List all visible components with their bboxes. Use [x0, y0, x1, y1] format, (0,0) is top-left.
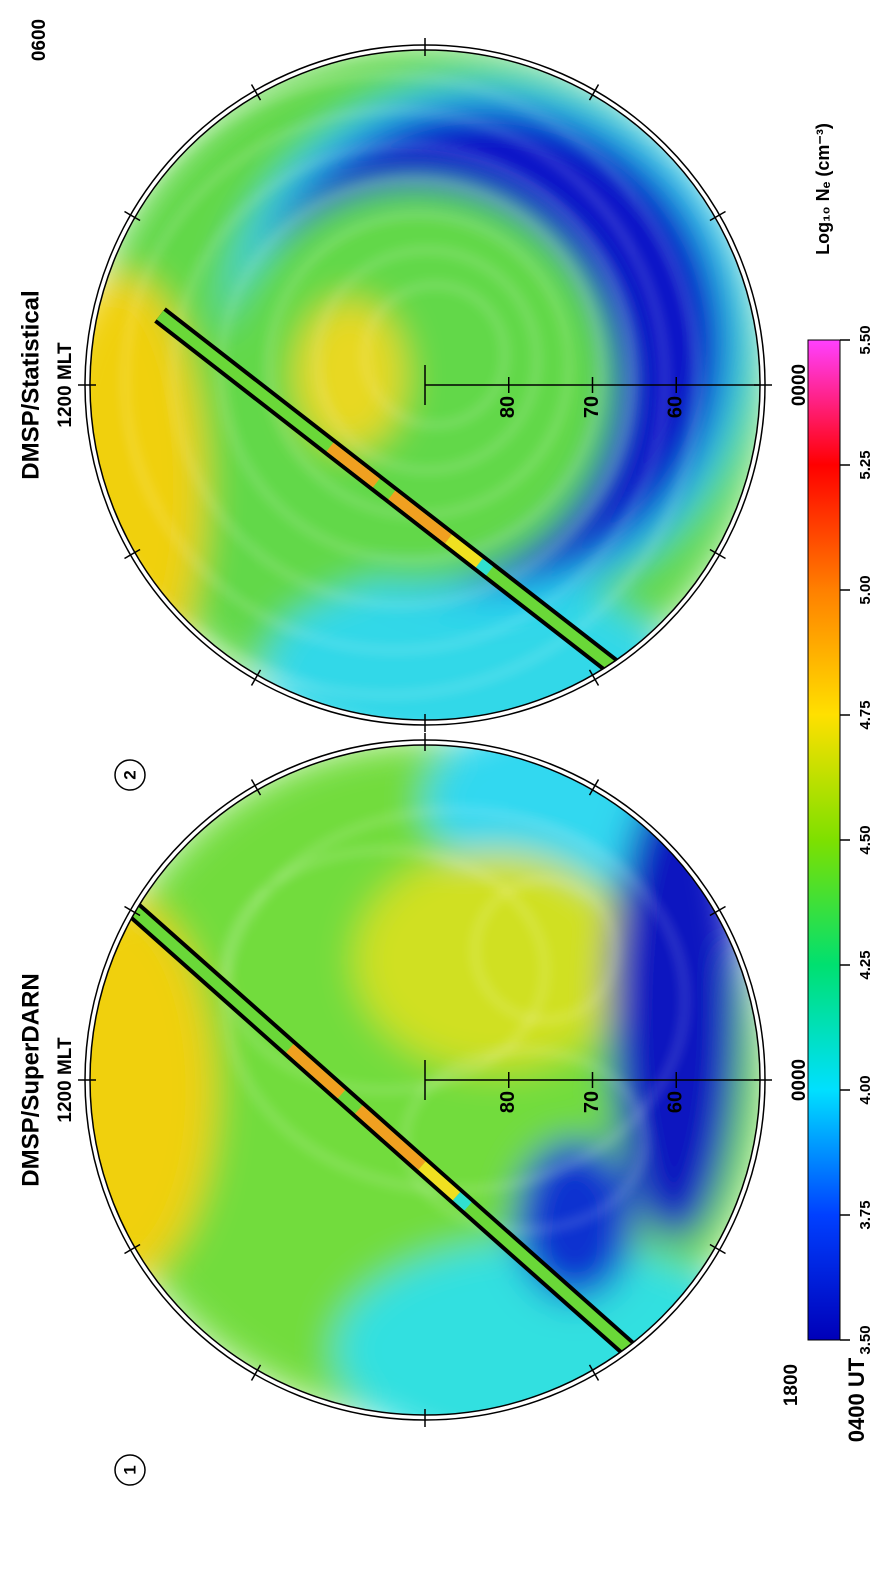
latitude-label: 60: [665, 396, 687, 418]
latitude-label: 80: [497, 1091, 519, 1113]
density-map: [90, 745, 760, 1415]
field-clip: [90, 50, 760, 720]
hour-tick: [588, 779, 600, 796]
track-segment: [355, 1105, 426, 1170]
contour: [172, 144, 634, 606]
mlt-label: 0000: [789, 364, 810, 406]
colorbar-tick-label: 3.50: [857, 1325, 874, 1354]
colorbar-tick-label: 4.75: [857, 700, 874, 729]
density-field: [295, 300, 405, 450]
hour-tick: [709, 905, 726, 917]
track-segment: [418, 1161, 461, 1201]
contour: [474, 879, 616, 1021]
colorbar-tick-label: 4.00: [857, 1075, 874, 1104]
hour-tick: [709, 1243, 726, 1255]
contour: [124, 109, 666, 651]
hour-tick: [588, 669, 600, 686]
hour-tick: [250, 669, 262, 686]
contour: [364, 284, 506, 426]
mlt-label: 0600: [29, 19, 50, 61]
polar-panel: 80 70 60: [78, 733, 772, 1427]
mlt-label: 0000: [789, 1059, 810, 1101]
track-segment: [286, 1044, 346, 1099]
field-clip: [90, 745, 760, 1415]
density-map: [90, 50, 760, 720]
track-segment: [445, 534, 483, 568]
density-field: [90, 275, 205, 695]
density-field: [215, 185, 615, 585]
contour: [224, 849, 546, 1091]
colorbar: [807, 339, 841, 1341]
hour-tick: [588, 1364, 600, 1381]
latitude-label: 80: [497, 396, 519, 418]
latitude-label: 60: [665, 1091, 687, 1113]
density-field: [355, 850, 635, 1070]
hour-tick: [124, 1243, 141, 1255]
landscape-layer: 0400 UT 80 70 60 DMSP/SuperDARN 1200 MLT 0000…: [17, 19, 874, 1486]
polar-panel: 80 70 60: [78, 38, 772, 732]
panel-number-label: 2: [120, 770, 139, 779]
colorbar-tick-label: 4.25: [857, 950, 874, 979]
panel-title: DMSP/Statistical: [17, 290, 44, 479]
hour-tick: [124, 905, 141, 917]
contour: [316, 249, 538, 471]
panel-subtitle: 1200 MLT: [55, 1037, 76, 1123]
hour-tick: [250, 779, 262, 796]
hour-tick: [709, 210, 726, 222]
panel-number-circle: [114, 1454, 146, 1486]
density-field: [90, 900, 215, 1280]
colorbar-label: Log₁₀ Nₑ (cm⁻³): [813, 123, 833, 255]
track-segment: [326, 442, 380, 488]
hour-tick: [124, 210, 141, 222]
density-field: [515, 1140, 635, 1300]
hour-tick: [124, 548, 141, 560]
track-segment: [452, 1192, 472, 1211]
colorbar-tick-label: 4.50: [857, 825, 874, 854]
track-segment: [388, 490, 452, 544]
hour-tick: [250, 1364, 262, 1381]
panel-number: 1: [114, 1454, 146, 1486]
hour-tick: [709, 548, 726, 560]
panel-title: DMSP/SuperDARN: [17, 973, 44, 1186]
colorbar-tick-label: 5.50: [857, 325, 874, 354]
panel-subtitle: 1200 MLT: [55, 342, 76, 428]
colorbar-tick-label: 3.75: [857, 1200, 874, 1229]
colorbar-tick-label: 5.25: [857, 450, 874, 479]
mlt-label: 1800: [781, 1364, 802, 1406]
colorbar-tick-label: 5.00: [857, 575, 874, 604]
track-segment: [475, 558, 493, 576]
hour-tick: [588, 84, 600, 101]
time-label: 0400 UT: [844, 1357, 869, 1442]
panel-number-label: 1: [120, 1465, 139, 1474]
latitude-label: 70: [581, 1091, 603, 1113]
latitude-label: 70: [581, 396, 603, 418]
panel-number: 2: [114, 759, 146, 791]
panel-number-circle: [114, 759, 146, 791]
hour-tick: [250, 84, 262, 101]
